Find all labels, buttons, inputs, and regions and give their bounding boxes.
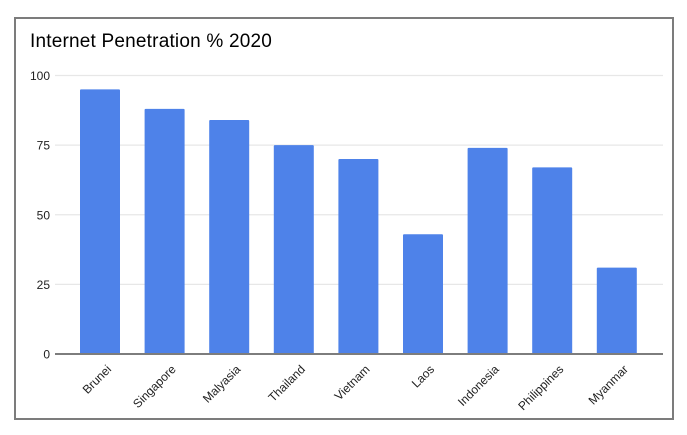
x-axis-label: Vietnam [332, 362, 373, 403]
x-axis-label: Philippines [515, 362, 566, 413]
bar-thailand [273, 145, 314, 354]
bar-brunei [80, 89, 120, 355]
y-axis-tick-label: 0 [43, 348, 50, 362]
x-axis-label: Singapore [130, 362, 179, 411]
y-axis-tick-label: 75 [37, 139, 51, 153]
x-axis-label: Malyasia [200, 362, 244, 406]
bar-laos [403, 234, 443, 354]
y-axis-tick-label: 25 [37, 278, 51, 292]
x-axis-label: Myanmar [586, 362, 631, 407]
bar-philippines [532, 167, 573, 354]
x-axis-label: Indonesia [455, 362, 502, 409]
bar-singapore [144, 108, 185, 354]
bar-myanmar [596, 267, 637, 354]
bar-malyasia [209, 120, 250, 354]
x-axis-label: Brunei [80, 362, 114, 396]
bar-vietnam [338, 159, 379, 354]
x-axis-label: Thailand [265, 362, 307, 404]
chart-title: Internet Penetration % 2020 [30, 31, 273, 52]
bar-indonesia [467, 147, 508, 354]
y-axis-tick-label: 50 [37, 208, 51, 222]
x-axis-label: Laos [409, 362, 437, 390]
y-axis-tick-label: 100 [30, 69, 50, 83]
